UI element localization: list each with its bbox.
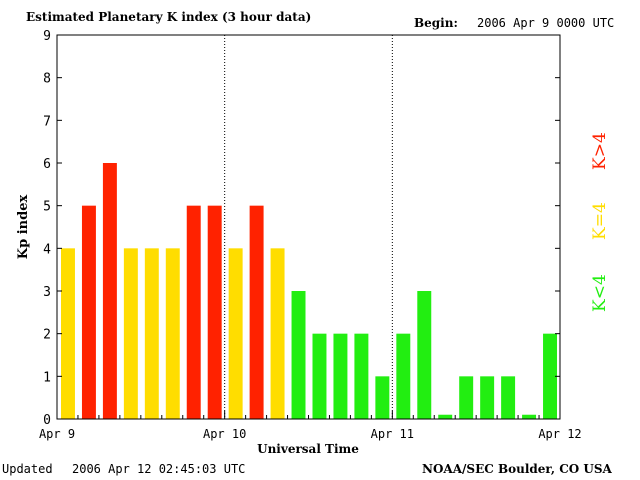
y-tick-label: 9 (43, 29, 51, 44)
updated-label: Updated (2, 462, 53, 476)
kp-bar (396, 333, 411, 419)
kp-bar (102, 163, 117, 419)
kp-bar (291, 291, 306, 419)
y-tick-label: 1 (43, 370, 51, 385)
kp-bar (249, 205, 264, 419)
kp-bar (61, 248, 75, 419)
kp-bar (354, 333, 369, 419)
y-tick-label: 6 (43, 157, 51, 172)
x-day-label: Apr 10 (203, 427, 246, 441)
kp-bar (228, 248, 243, 419)
kp-bar (459, 376, 474, 419)
kp-bar (270, 248, 285, 419)
kp-bar (543, 333, 557, 419)
credit-text: NOAA/SEC Boulder, CO USA (422, 462, 612, 476)
y-tick-label: 0 (43, 413, 51, 428)
chart-title: Estimated Planetary K index (3 hour data… (26, 10, 312, 24)
x-day-label: Apr 12 (538, 427, 581, 441)
y-tick-label: 8 (43, 72, 51, 87)
kp-bar (438, 414, 453, 419)
updated-value: 2006 Apr 12 02:45:03 UTC (72, 462, 246, 476)
x-day-label: Apr 9 (39, 427, 75, 441)
kp-bar (480, 376, 495, 419)
kp-bar (375, 376, 390, 419)
kp-bar (207, 205, 222, 419)
y-tick-label: 5 (43, 200, 51, 215)
y-tick-label: 2 (43, 328, 51, 343)
kp-bar (81, 205, 96, 419)
kp-bar (501, 376, 516, 419)
legend-high: K>4 (590, 132, 610, 170)
kp-bar (312, 333, 327, 419)
begin-value: 2006 Apr 9 0000 UTC (477, 16, 615, 30)
x-axis-title: Universal Time (257, 442, 359, 456)
kp-bar (123, 248, 138, 419)
legend-equal: K=4 (590, 202, 610, 240)
kp-bar (522, 414, 537, 419)
kp-bar (333, 333, 348, 419)
kp-bar (165, 248, 180, 419)
legend-low: K<4 (590, 274, 610, 312)
begin-label: Begin: (414, 16, 458, 30)
y-axis-title: Kp index (16, 195, 31, 260)
y-tick-label: 4 (43, 242, 51, 257)
y-tick-label: 3 (43, 285, 51, 300)
kp-bar (144, 248, 159, 419)
y-tick-label: 7 (43, 114, 51, 129)
x-day-label: Apr 11 (371, 427, 414, 441)
kp-bar (417, 291, 432, 419)
kp-bar (186, 205, 201, 419)
